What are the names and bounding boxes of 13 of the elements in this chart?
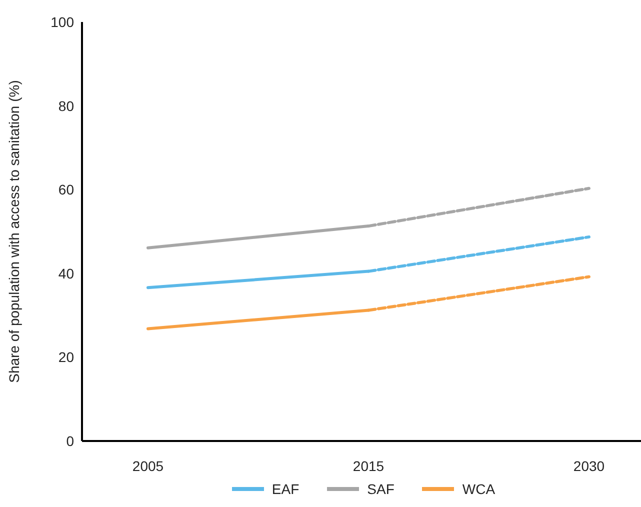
y-tick-label: 0 [66, 432, 74, 449]
y-tick-label: 80 [58, 98, 74, 114]
legend-label: WCA [461, 481, 496, 497]
x-tick-label: 2015 [352, 458, 384, 474]
y-tick-label: 60 [58, 182, 74, 198]
y-tick-label: 100 [50, 14, 74, 30]
legend-label: EAF [270, 481, 300, 497]
y-tick-label: 40 [58, 265, 74, 282]
y-axis-title: Share of population with access to sanitation (%) [6, 80, 22, 383]
y-tick-label: 20 [58, 349, 74, 366]
x-tick-label: 2030 [573, 458, 605, 474]
legend-label: SAF [366, 481, 394, 497]
x-tick-label: 2005 [132, 458, 164, 474]
